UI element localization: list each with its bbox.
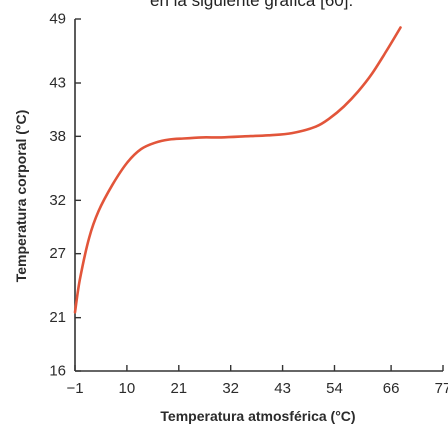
y-axis-title: Temperatura corporal (°C) — [13, 110, 29, 283]
x-tick-label: −1 — [66, 380, 83, 397]
x-tick-label: 32 — [222, 380, 239, 397]
caption-fragment: en la siguiente gráfica [60]: — [150, 0, 354, 10]
x-tick-label: 10 — [119, 380, 136, 397]
x-axis-title: Temperatura atmosférica (°C) — [160, 408, 355, 424]
y-tick-label: 49 — [49, 11, 66, 28]
y-tick-label: 27 — [49, 245, 66, 262]
x-tick-label: 77 — [435, 380, 448, 397]
y-tick-label: 21 — [49, 309, 66, 326]
y-tick-label: 43 — [49, 75, 66, 92]
body-temperature-line — [73, 26, 402, 314]
axes: 16 21 27 32 38 43 49 −1 10 21 32 43 54 66 77 — [49, 11, 448, 398]
x-tick-label: 21 — [170, 380, 187, 397]
x-tick-label: 54 — [326, 380, 343, 397]
x-tick-label: 43 — [274, 380, 291, 397]
x-tick-label: 66 — [383, 380, 400, 397]
y-tick-label: 32 — [49, 192, 66, 209]
y-tick-label: 38 — [49, 128, 66, 145]
y-tick-label: 16 — [49, 363, 66, 380]
plot-area — [73, 26, 402, 314]
